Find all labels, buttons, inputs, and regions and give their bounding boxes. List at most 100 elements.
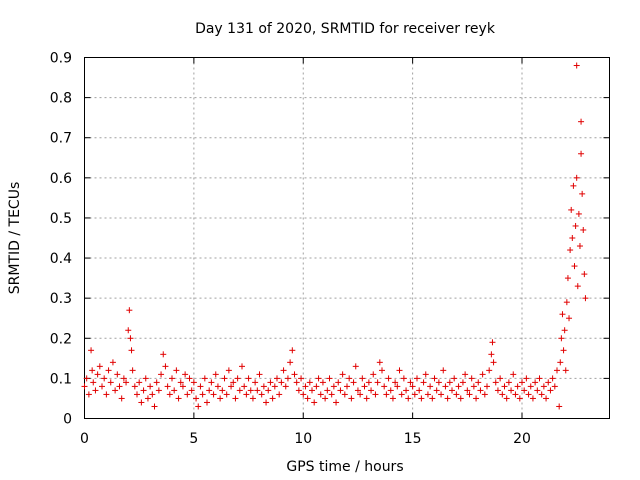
- data-point: [557, 359, 564, 366]
- data-points: [81, 62, 589, 410]
- data-point: [120, 375, 127, 382]
- data-point: [149, 391, 156, 398]
- data-point: [438, 391, 445, 398]
- x-tick-label: 5: [189, 431, 198, 447]
- data-point: [451, 375, 458, 382]
- data-point: [278, 379, 285, 386]
- data-point: [140, 387, 147, 394]
- data-point: [431, 375, 438, 382]
- data-point: [217, 395, 224, 402]
- data-point: [101, 375, 108, 382]
- data-point: [289, 347, 296, 354]
- data-point: [416, 387, 423, 394]
- data-point: [254, 387, 261, 394]
- y-tick-label: 0.9: [50, 51, 72, 67]
- data-point: [422, 371, 429, 378]
- data-point: [126, 307, 133, 314]
- data-point: [488, 351, 495, 358]
- data-point: [319, 379, 326, 386]
- data-point: [359, 375, 366, 382]
- data-point: [477, 387, 484, 394]
- data-point: [420, 379, 427, 386]
- y-tick-label: 0.4: [50, 251, 72, 267]
- data-point: [228, 383, 235, 390]
- data-point: [514, 383, 521, 390]
- data-point: [339, 371, 346, 378]
- data-point: [427, 383, 434, 390]
- data-point: [348, 395, 355, 402]
- data-point: [582, 295, 589, 302]
- data-point: [96, 363, 103, 370]
- data-point: [263, 399, 270, 406]
- data-point: [567, 247, 574, 254]
- data-point: [210, 391, 217, 398]
- data-point: [88, 347, 95, 354]
- data-point: [107, 379, 114, 386]
- data-point: [195, 403, 202, 410]
- data-point: [556, 403, 563, 410]
- data-point: [162, 363, 169, 370]
- data-point: [575, 210, 582, 217]
- data-point: [344, 383, 350, 390]
- data-point: [566, 315, 573, 322]
- data-point: [558, 335, 565, 342]
- data-point: [473, 395, 480, 402]
- data-point: [265, 387, 272, 394]
- data-point: [372, 391, 379, 398]
- data-point: [442, 383, 449, 390]
- y-tick-label: 0.3: [50, 291, 72, 307]
- data-point: [468, 375, 475, 382]
- data-point: [576, 243, 583, 250]
- data-point: [298, 375, 305, 382]
- x-tick-labels: 0 5 10 15 20: [80, 431, 531, 447]
- data-point: [440, 367, 447, 374]
- data-point: [374, 379, 381, 386]
- data-point: [322, 395, 329, 402]
- data-point: [352, 363, 359, 370]
- data-point: [389, 395, 396, 402]
- data-point: [282, 383, 289, 390]
- data-point: [341, 391, 348, 398]
- y-tick-label: 0.1: [50, 371, 72, 387]
- data-point: [486, 367, 493, 374]
- data-point: [547, 387, 554, 394]
- data-point: [284, 375, 291, 382]
- data-point: [151, 403, 158, 410]
- data-point: [573, 174, 580, 181]
- data-point: [144, 395, 151, 402]
- data-point: [512, 391, 519, 398]
- data-point: [568, 206, 575, 213]
- data-point: [158, 371, 165, 378]
- data-point: [249, 395, 256, 402]
- data-point: [407, 379, 414, 386]
- data-point: [147, 383, 154, 390]
- data-point: [313, 383, 320, 390]
- data-point: [481, 391, 488, 398]
- data-point: [429, 395, 436, 402]
- data-point: [99, 383, 105, 390]
- data-point: [223, 391, 230, 398]
- data-point: [127, 335, 134, 342]
- data-point: [269, 395, 276, 402]
- data-point: [449, 387, 455, 394]
- data-point: [475, 379, 482, 386]
- data-point: [400, 375, 407, 382]
- data-point: [241, 383, 248, 390]
- data-point: [405, 395, 412, 402]
- data-point: [357, 391, 364, 398]
- data-point: [499, 391, 506, 398]
- data-point: [81, 383, 88, 390]
- data-point: [252, 379, 259, 386]
- data-point: [280, 367, 287, 374]
- data-point: [455, 383, 462, 390]
- data-point: [572, 222, 579, 229]
- axis-ticks: [84, 57, 610, 419]
- data-point: [304, 395, 311, 402]
- data-point: [276, 391, 283, 398]
- data-point: [571, 263, 578, 270]
- data-point: [293, 379, 300, 386]
- data-point: [186, 375, 193, 382]
- data-point: [204, 399, 210, 406]
- data-point: [519, 379, 525, 386]
- x-axis-label: GPS time / hours: [286, 459, 403, 475]
